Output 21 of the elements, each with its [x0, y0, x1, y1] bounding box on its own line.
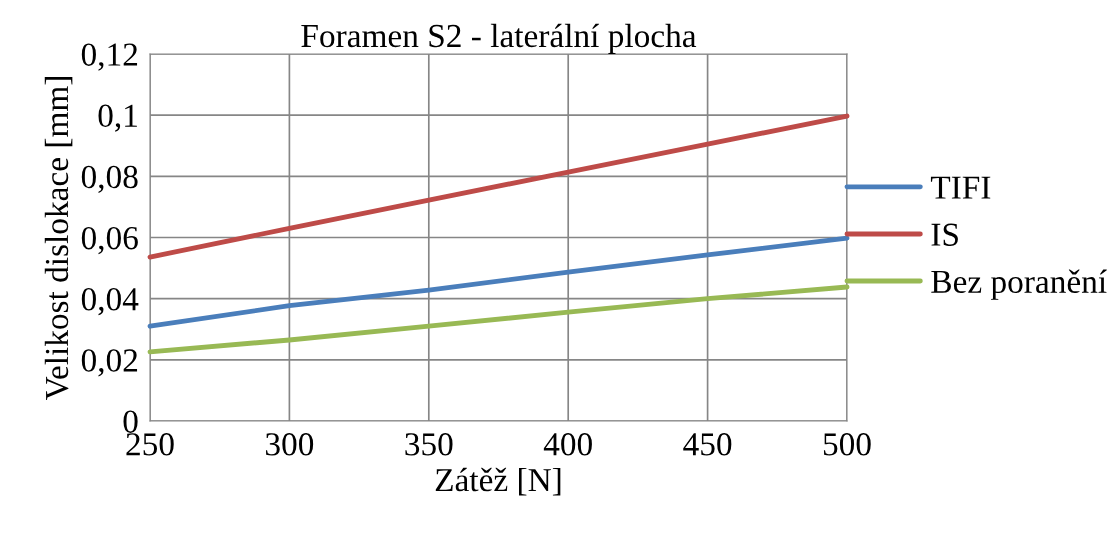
x-axis-title: Zátěž [N]: [435, 467, 561, 496]
chart-title: Foramen S2 - laterální plocha: [301, 23, 697, 54]
y-axis-title: Velikost dislokace [mm]: [44, 77, 73, 401]
y-tick-label: 0,02: [81, 349, 138, 377]
y-tick-label: 0,08: [81, 165, 138, 194]
x-tick-label: 400: [543, 433, 592, 456]
y-tick-label: 0,04: [81, 288, 139, 316]
x-tick-label: 250: [126, 433, 174, 456]
x-tick-label: 450: [683, 433, 732, 456]
y-tick-label: 0: [123, 410, 138, 433]
line-series: [147, 235, 850, 329]
line-series: [147, 113, 850, 260]
legend-label: TIFI: [930, 176, 991, 199]
x-tick-label: 350: [405, 433, 453, 456]
x-tick-label: 500: [823, 433, 871, 456]
y-tick-label: 0,1: [98, 104, 137, 132]
y-tick-label: 0,12: [81, 43, 138, 71]
legend-label: Bez poranění: [931, 269, 1107, 300]
y-tick-label: 0,06: [81, 226, 138, 255]
legend-label: IS: [931, 223, 958, 246]
x-tick-label: 300: [265, 433, 314, 456]
